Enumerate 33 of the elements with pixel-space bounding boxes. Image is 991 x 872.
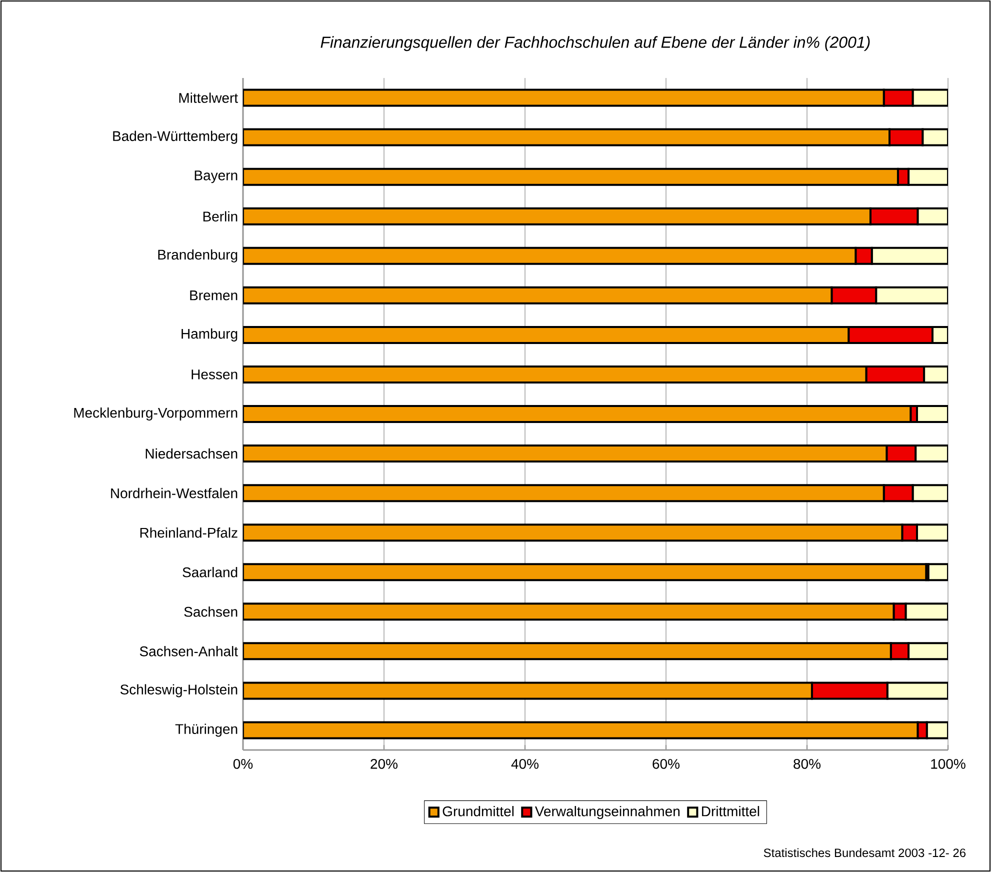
bar xyxy=(901,524,918,542)
y-tick-label: Saarland xyxy=(182,566,238,578)
y-tick-label: Hamburg xyxy=(182,328,238,342)
x-tick-label: 40% xyxy=(511,758,539,769)
y-tick-label: Bremen xyxy=(190,290,238,300)
y-tick-label: Mittelwert xyxy=(179,92,238,103)
y-tick-label: Nordrhein-Westfalen xyxy=(111,488,238,498)
bar xyxy=(882,484,914,502)
y-tick-label: Sachsen-Anhalt xyxy=(140,646,238,656)
x-tick-label: 100% xyxy=(931,758,966,769)
y-tick-label: Thüringen xyxy=(175,724,238,737)
y-tick-label: Niedersachsen xyxy=(146,448,238,459)
legend-label: Grundmittel xyxy=(442,806,514,816)
y-tick-label: Berlin xyxy=(203,211,238,222)
legend-label: Drittmittel xyxy=(702,806,760,816)
x-tick-label: 80% xyxy=(794,758,821,769)
y-tick-label: Schleswig-Holstein xyxy=(120,684,238,698)
y-tick-label: Bayern xyxy=(194,170,238,184)
y-tick-label: Mecklenburg-Vorpommern xyxy=(74,407,238,421)
y-tick-label: Baden-Württemberg xyxy=(113,130,238,144)
y-tick-label: Rheinland-Pfalz xyxy=(140,527,238,538)
x-tick-label: 0% xyxy=(233,758,253,769)
y-tick-label: Sachsen xyxy=(184,606,238,617)
x-tick-label: 20% xyxy=(370,758,398,769)
bar xyxy=(890,642,910,660)
legend-label: Verwaltungseinnahmen xyxy=(534,806,680,820)
text: Statistisches Bundesamt 2003 -12- 26 xyxy=(764,848,966,858)
x-tick-label: 60% xyxy=(652,758,680,769)
chart-title: Finanzierungsquellen der Fachhochschulen auf Ebene der Länder in% (2001) xyxy=(320,36,870,52)
y-tick-label: Hessen xyxy=(192,370,238,380)
bar xyxy=(886,444,917,463)
bar xyxy=(888,128,924,146)
y-tick-label: Brandenburg xyxy=(158,249,238,262)
